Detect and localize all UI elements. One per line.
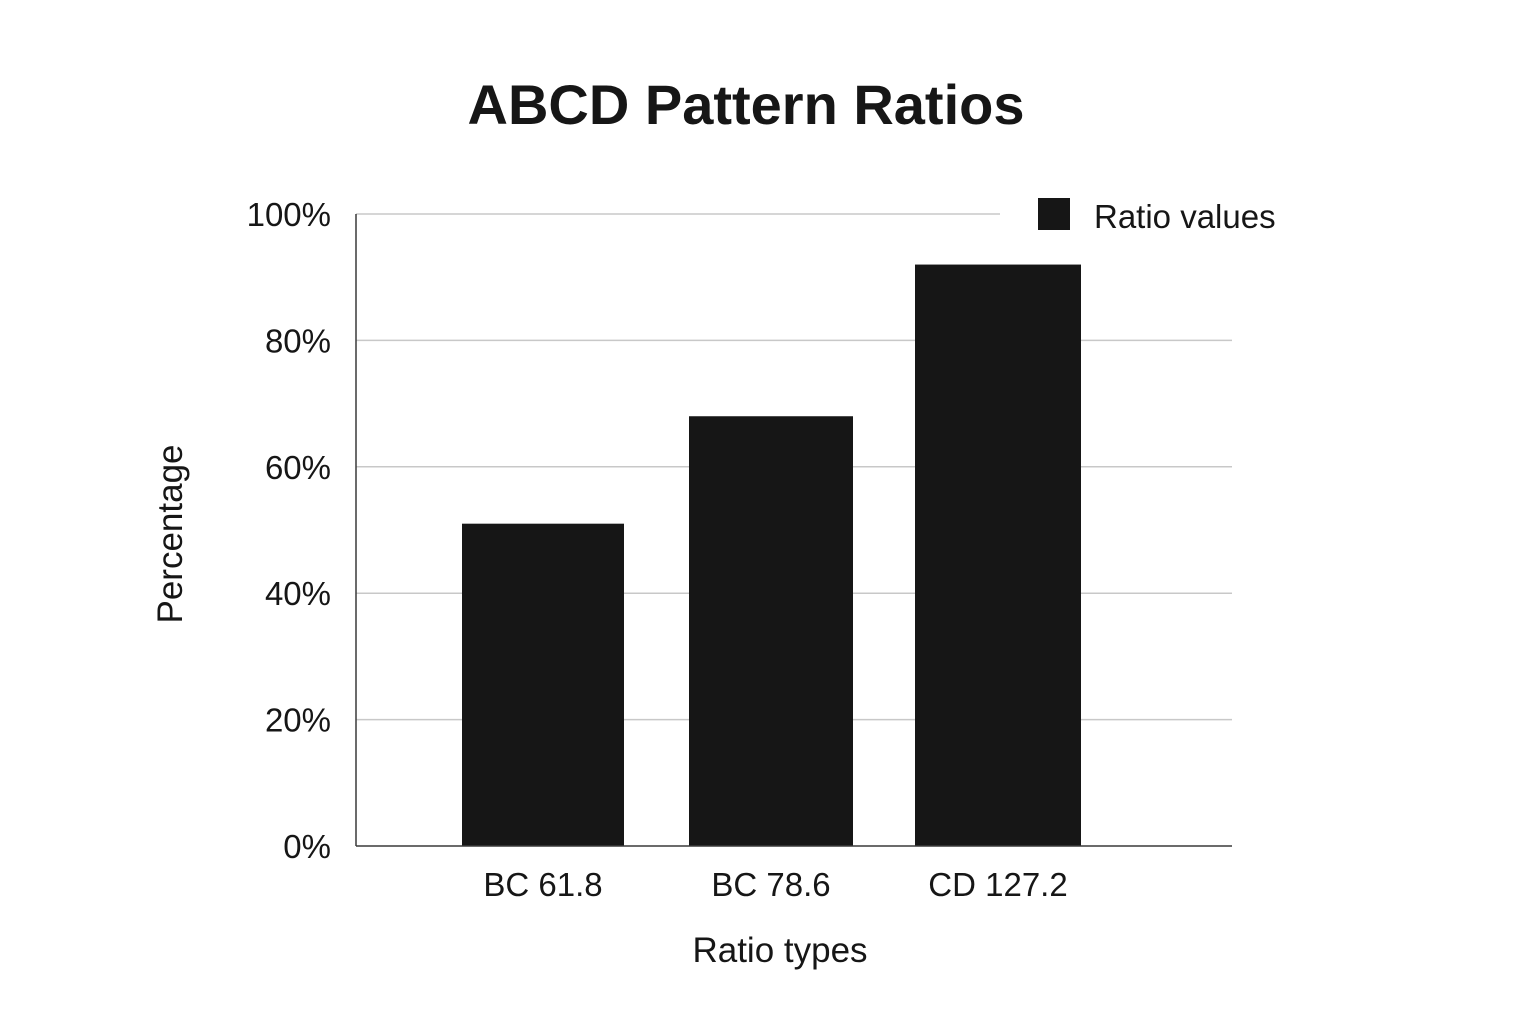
x-tick-labels: BC 61.8 BC 78.6 CD 127.2: [483, 866, 1067, 903]
y-tick-label: 40%: [265, 575, 331, 612]
bars: [462, 264, 1081, 846]
chart-title: ABCD Pattern Ratios: [468, 73, 1025, 136]
y-tick-label: 60%: [265, 449, 331, 486]
y-tick-label: 80%: [265, 322, 331, 359]
bar: [915, 264, 1081, 846]
x-tick-label: CD 127.2: [928, 866, 1067, 903]
y-tick-label: 0%: [283, 828, 331, 865]
y-tick-label: 20%: [265, 702, 331, 739]
legend-swatch: [1038, 198, 1070, 230]
bar: [689, 416, 853, 846]
legend: Ratio values: [1038, 198, 1276, 235]
x-tick-label: BC 78.6: [711, 866, 830, 903]
axes: [355, 214, 1232, 847]
legend-label: Ratio values: [1094, 198, 1276, 235]
y-tick-label: 100%: [247, 196, 331, 233]
x-axis-title: Ratio types: [692, 931, 867, 970]
y-axis-title: Percentage: [151, 444, 190, 623]
bar: [462, 523, 624, 846]
x-tick-label: BC 61.8: [483, 866, 602, 903]
y-tick-labels: 0% 20% 40% 60% 80% 100%: [247, 196, 331, 865]
